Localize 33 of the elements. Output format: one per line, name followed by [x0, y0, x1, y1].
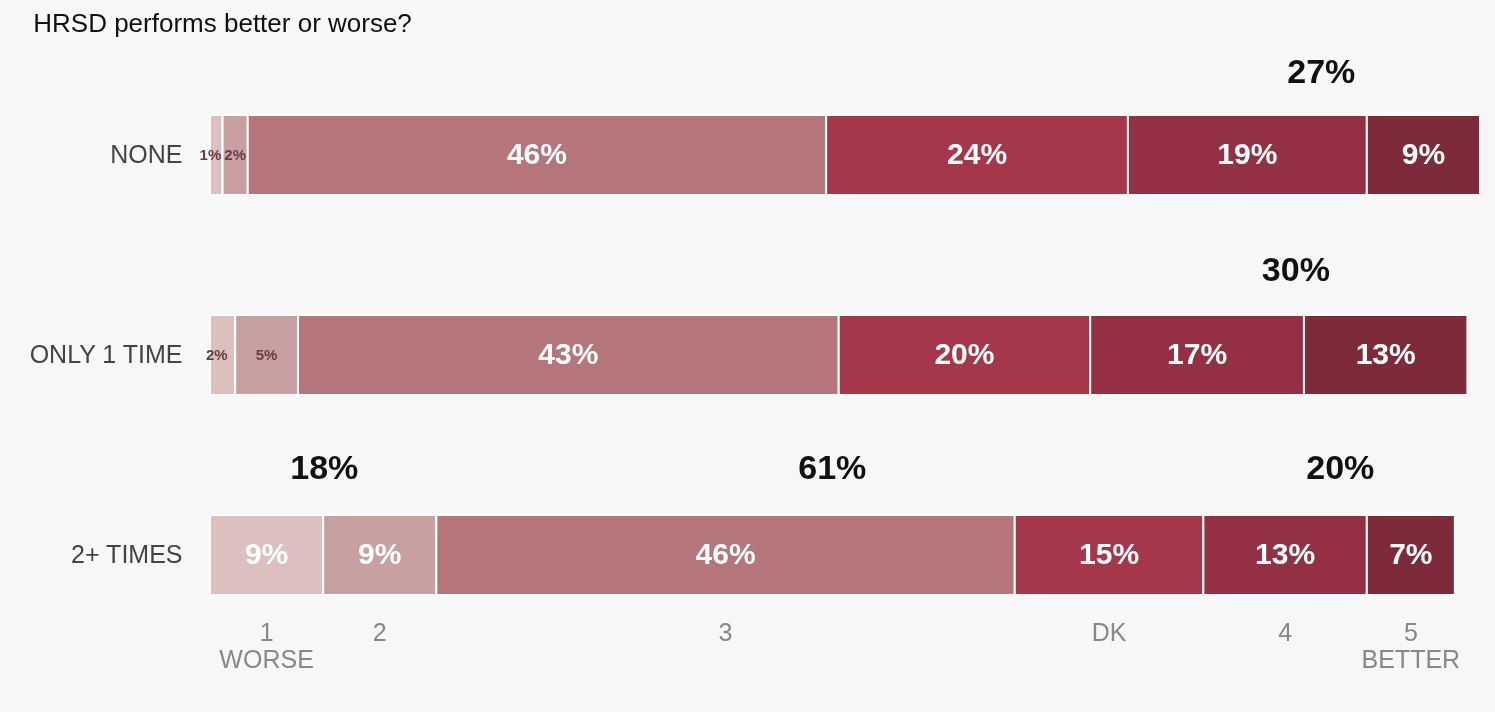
data-label: 9%: [358, 537, 402, 570]
series-label: 3: [718, 618, 733, 646]
data-label: 9%: [1401, 137, 1446, 170]
series-label: 4: [1278, 618, 1293, 646]
data-label: 20%: [934, 337, 995, 370]
y-tick-label: ONLY 1 TIME: [29, 340, 183, 368]
chart-title: HRSD performs better or worse?: [33, 8, 412, 38]
data-label: 13%: [1355, 337, 1416, 370]
data-label: 5%: [255, 346, 278, 363]
annotation: 18%: [290, 448, 359, 486]
data-label: 2%: [224, 146, 246, 163]
data-label: 15%: [1079, 537, 1140, 570]
data-label: 1%: [199, 146, 222, 163]
data-label: 19%: [1217, 137, 1278, 170]
annotation: 61%: [798, 448, 867, 486]
data-label: 2%: [205, 346, 228, 363]
data-label: 43%: [538, 337, 599, 370]
annotation: 27%: [1287, 52, 1356, 90]
data-label: 9%: [244, 537, 289, 570]
series-label: 5 BETTER: [1361, 618, 1461, 673]
data-label: 17%: [1167, 337, 1228, 370]
series-label: 1 WORSE: [219, 618, 314, 673]
data-label: 46%: [506, 137, 567, 170]
data-label: 46%: [695, 537, 756, 570]
y-tick-label: 2+ TIMES: [71, 540, 183, 568]
series-label: DK: [1091, 618, 1127, 646]
data-label: 7%: [1389, 537, 1433, 570]
y-tick-label: NONE: [110, 140, 183, 168]
series-label: 2: [372, 618, 387, 646]
data-label: 24%: [947, 137, 1008, 170]
annotation: 20%: [1306, 448, 1375, 486]
annotation: 30%: [1261, 250, 1330, 288]
data-label: 13%: [1255, 537, 1316, 570]
